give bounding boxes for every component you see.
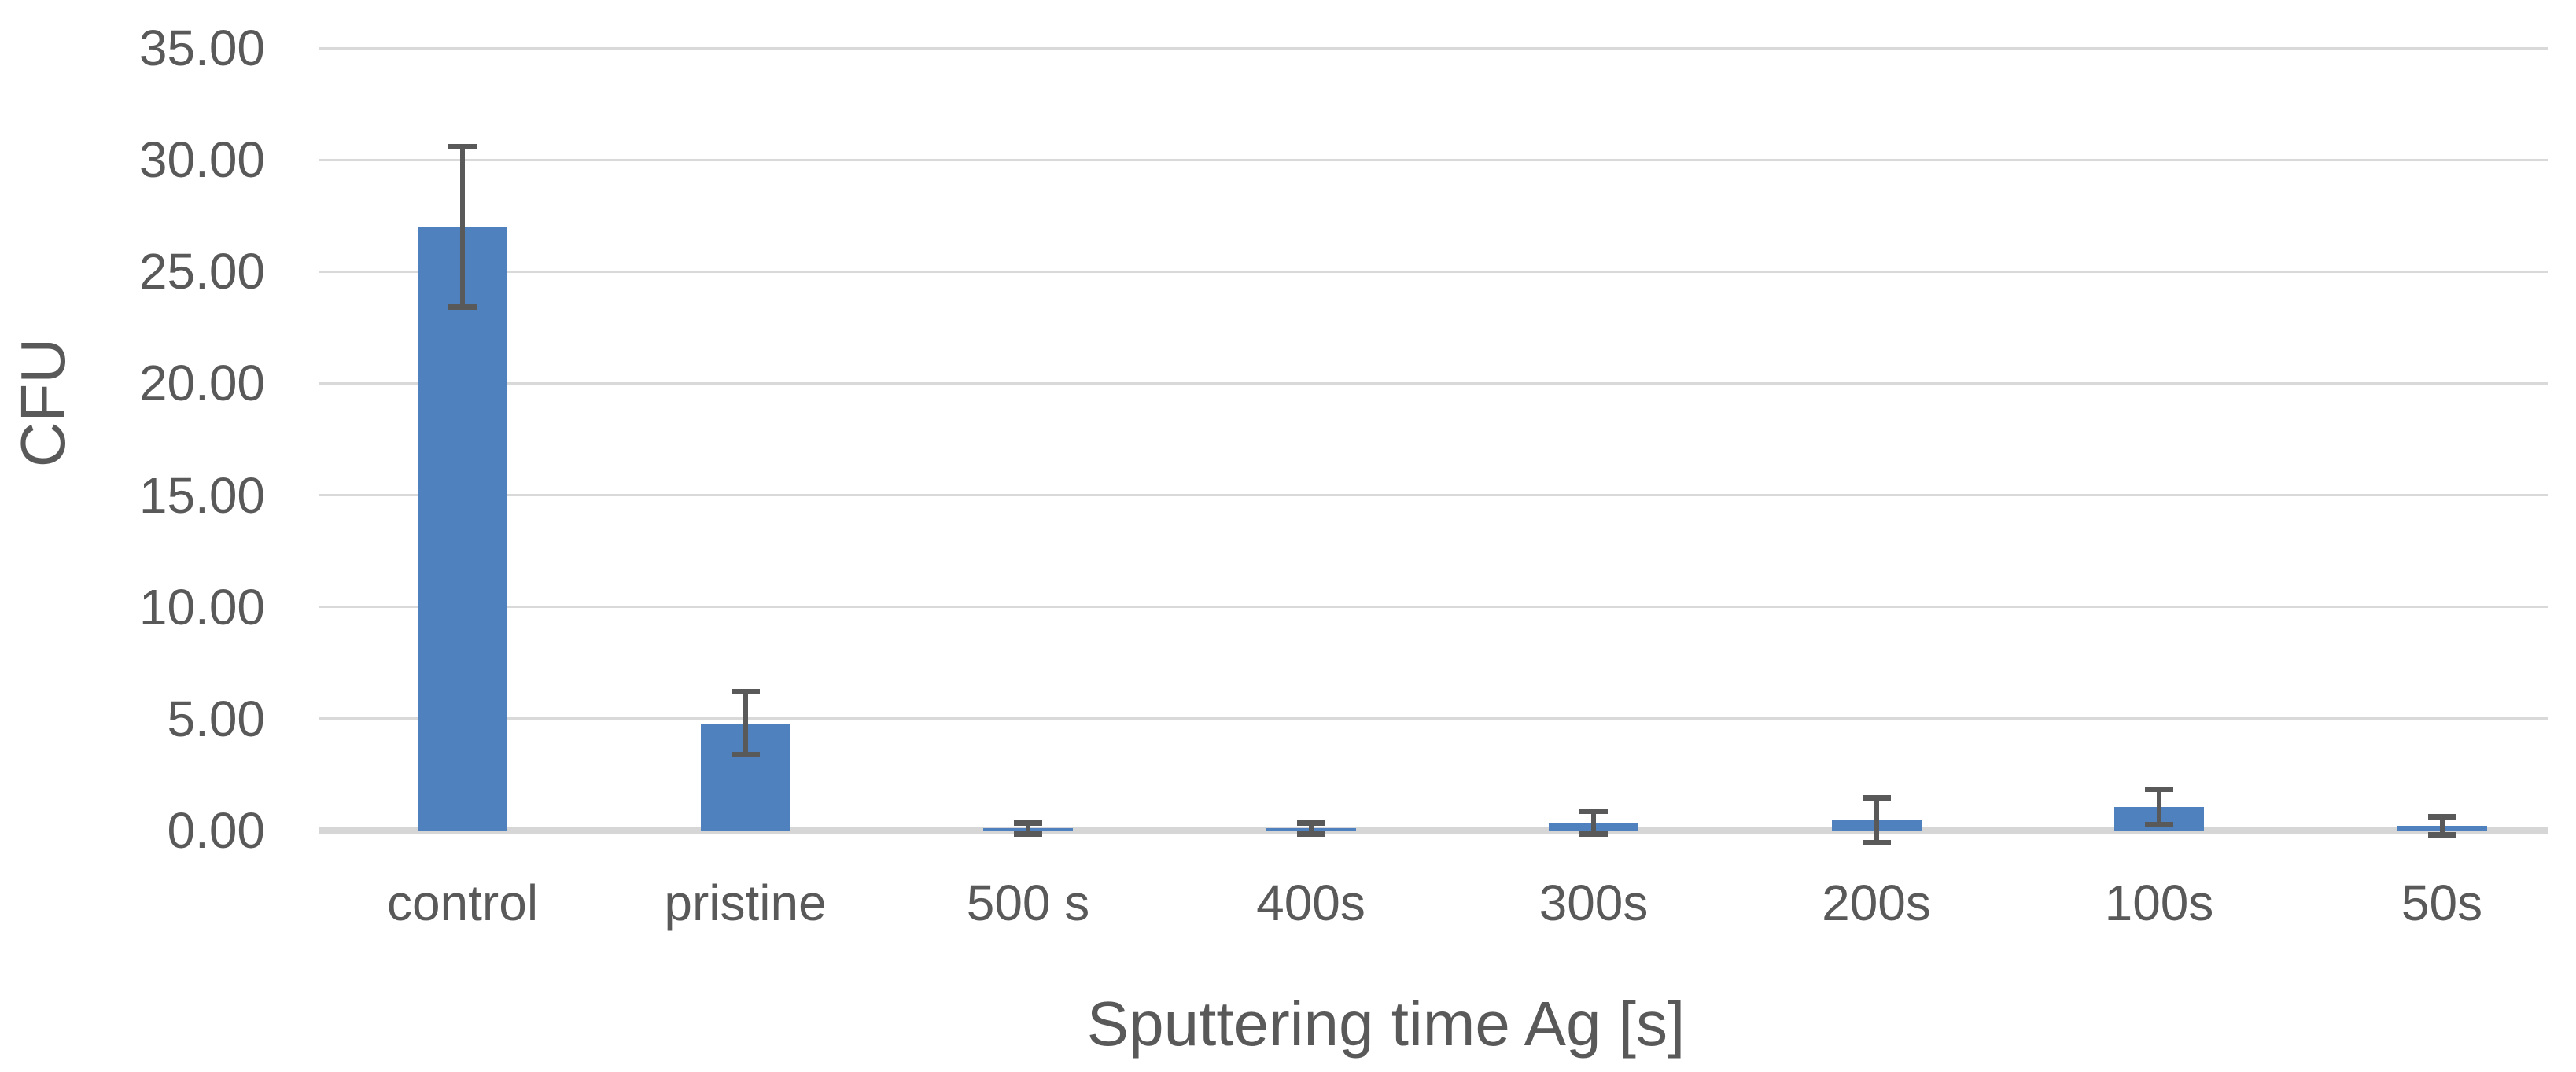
error-bar-cap-bottom xyxy=(2145,822,2173,828)
error-bar-line xyxy=(1874,798,1879,843)
error-bar-cap-top xyxy=(1862,795,1891,801)
error-bar-cap-bottom xyxy=(1296,831,1325,837)
error-bar-line xyxy=(1308,823,1314,834)
x-tick-label: 500 s xyxy=(966,875,1090,931)
x-tick-label: control xyxy=(386,875,539,931)
error-bar-cap-bottom xyxy=(1014,831,1042,837)
y-tick-label: 15.00 xyxy=(138,466,265,524)
error-bar-cap-top xyxy=(1579,809,1608,815)
gridline xyxy=(319,270,2548,273)
error-bar-cap-top xyxy=(448,143,477,149)
y-tick-label: 25.00 xyxy=(138,243,265,300)
error-bar-cap-top xyxy=(731,689,760,695)
y-tick-label: 30.00 xyxy=(138,131,265,189)
error-bar-line xyxy=(1591,811,1596,834)
error-bar-cap-bottom xyxy=(1579,831,1608,837)
error-bar-cap-bottom xyxy=(2427,831,2456,838)
y-tick-label: 35.00 xyxy=(138,20,265,76)
error-bar-cap-top xyxy=(1296,820,1325,826)
x-tick-label: 400s xyxy=(1256,875,1365,931)
y-tick-label: 10.00 xyxy=(138,578,265,635)
x-tick-label: 100s xyxy=(2104,875,2214,931)
gridline xyxy=(319,46,2548,50)
error-bar-line xyxy=(2157,789,2161,825)
error-bar-cap-bottom xyxy=(448,304,477,311)
error-bar-cap-top xyxy=(1014,820,1042,826)
y-tick-label: 20.00 xyxy=(138,355,265,412)
gridline xyxy=(319,381,2548,385)
gridline xyxy=(319,158,2548,161)
error-bar-line xyxy=(743,691,748,755)
error-bar-cap-bottom xyxy=(731,751,760,757)
y-tick-label: 5.00 xyxy=(167,690,265,747)
x-tick-label: 200s xyxy=(1822,875,1931,931)
error-bar-line xyxy=(1026,823,1030,834)
error-bar-line xyxy=(2439,816,2445,835)
gridline xyxy=(319,494,2548,497)
error-bar-cap-top xyxy=(2427,813,2456,820)
bar-control xyxy=(418,227,507,831)
error-bar-cap-bottom xyxy=(1862,840,1891,846)
x-tick-label: 300s xyxy=(1539,875,1649,931)
x-axis-title: Sputtering time Ag [s] xyxy=(1086,989,1686,1059)
gridline xyxy=(319,606,2548,609)
error-bar-line xyxy=(460,146,465,308)
y-tick-label: 0.00 xyxy=(167,802,265,859)
error-bar-cap-top xyxy=(2145,786,2173,792)
x-tick-label: 50s xyxy=(2401,875,2483,931)
x-axis-line xyxy=(319,827,2548,834)
gridline xyxy=(319,717,2548,720)
y-axis-title: CFU xyxy=(8,337,78,468)
x-tick-label: pristine xyxy=(664,875,827,931)
